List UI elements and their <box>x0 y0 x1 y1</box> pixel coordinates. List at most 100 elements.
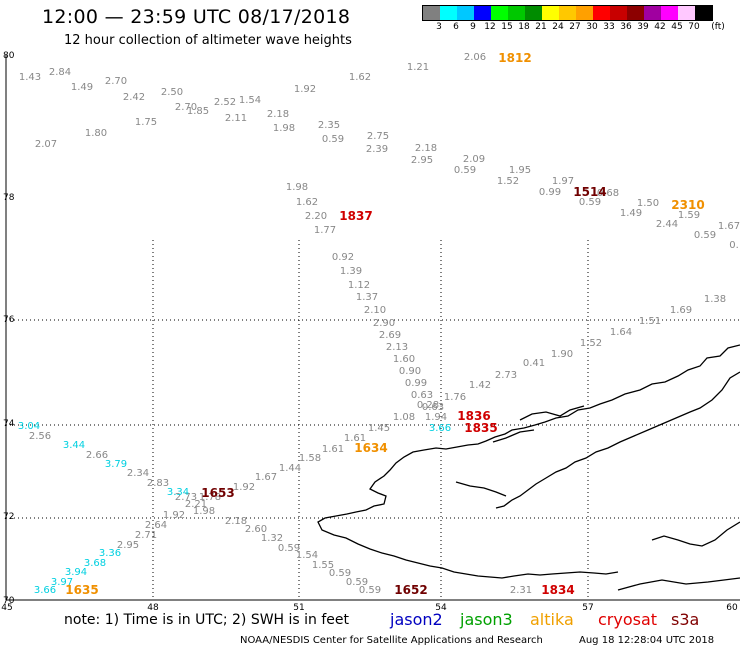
wave-height-value: 1.64 <box>610 327 632 338</box>
wave-height-value: 2.90 <box>373 318 395 329</box>
wave-height-value: 3.97 <box>51 577 73 588</box>
wave-height-value: 2.07 <box>35 139 57 150</box>
wave-height-value: 2.70 <box>175 102 197 113</box>
wave-height-value: 1.67 <box>718 221 740 232</box>
latitude-label: 74 <box>3 419 15 429</box>
legend-swatch <box>423 6 440 20</box>
pass-time-label: 1653 <box>201 486 234 500</box>
wave-height-value: 1.80 <box>85 128 107 139</box>
wave-height-value: 3.66 <box>429 423 451 434</box>
wave-height-value: 1.58 <box>299 453 321 464</box>
color-legend: 3 6 9 12 15 18 21 24 27 30 33 36 39 42 45 70 (ft) <box>422 5 725 33</box>
wave-height-value: 1.60 <box>393 354 415 365</box>
wave-height-value: 2.42 <box>123 92 145 103</box>
wave-height-value: 2.71 <box>135 530 157 541</box>
wave-height-value: 2.18 <box>225 516 247 527</box>
wave-height-value: 2.18 <box>415 143 437 154</box>
wave-height-value: 2.18 <box>267 109 289 120</box>
wave-height-value: 1.76 <box>444 392 466 403</box>
wave-height-value: 1.67 <box>255 472 277 483</box>
generated-timestamp: Aug 18 12:28:04 UTC 2018 <box>579 635 715 646</box>
wave-height-value: 2.83 <box>147 478 169 489</box>
wave-height-value: 0.92 <box>332 252 354 263</box>
legend-label: 12 <box>484 22 496 32</box>
wave-height-value: 1.95 <box>509 165 531 176</box>
longitude-label: 51 <box>293 603 304 613</box>
wave-height-value: 1.78 <box>199 492 221 503</box>
mission-label-jason2: jason2 <box>390 610 443 629</box>
longitude-label: 48 <box>147 603 159 613</box>
wave-height-value: 0.41 <box>523 358 545 369</box>
legend-swatch <box>593 6 610 20</box>
legend-swatch <box>576 6 593 20</box>
pass-time-label: 1635 <box>65 583 98 597</box>
longitude-label: 60 <box>726 603 738 613</box>
wave-height-value: 0.59 <box>322 134 344 145</box>
wave-height-value: 1.69 <box>670 305 692 316</box>
legend-swatch <box>542 6 559 20</box>
legend-label: 3 <box>436 22 442 32</box>
wave-height-value: 1.39 <box>340 266 362 277</box>
legend-label-row: 3 6 9 12 15 18 21 24 27 30 33 36 39 42 45 70 (ft) <box>422 21 725 33</box>
legend-label: 33 <box>603 22 615 32</box>
pass-time-label: 1836 <box>457 409 490 423</box>
wave-height-value: 1.98 <box>193 506 215 517</box>
latitude-label: 72 <box>3 512 14 522</box>
wave-height-value: 2.95 <box>117 540 139 551</box>
wave-height-value: 2.73 <box>495 370 517 381</box>
legend-label: 30 <box>586 22 598 32</box>
wave-height-value: 1.12 <box>348 280 370 291</box>
wave-height-value: 1.42 <box>469 380 491 391</box>
wave-height-value: 2.75 <box>367 131 389 142</box>
legend-swatch <box>695 6 712 20</box>
legend-swatch <box>474 6 491 20</box>
legend-swatch <box>627 6 644 20</box>
wave-height-value: 3.34 <box>167 487 189 498</box>
wave-height-value: 2.70 <box>105 76 127 87</box>
wave-height-value: 1.54 <box>239 95 261 106</box>
wave-height-value: 1.75 <box>135 117 157 128</box>
credit-line: NOAA/NESDIS Center for Satellite Applica… <box>240 635 543 646</box>
wave-height-value: 1.08 <box>393 412 415 423</box>
coastline <box>317 344 740 591</box>
wave-height-value: 0. <box>729 240 739 251</box>
wave-height-value: 2.35 <box>318 120 340 131</box>
legend-color-bar <box>422 5 713 21</box>
wave-height-value: 0.90 <box>399 366 421 377</box>
wave-height-value: 1.94 <box>425 412 447 423</box>
legend-label: 21 <box>535 22 547 32</box>
wave-height-value: 0.63 <box>422 402 444 413</box>
wave-height-value: 2.13 <box>386 342 408 353</box>
wave-height-value: 1.49 <box>620 208 642 219</box>
wave-height-value: 2.50 <box>161 87 183 98</box>
footer-note: note: 1) Time is in UTC; 2) SWH is in fe… <box>64 612 350 628</box>
wave-height-value: 0.59 <box>359 585 381 596</box>
legend-swatch <box>661 6 678 20</box>
latitude-label: 70 <box>3 596 15 606</box>
legend-label: 18 <box>518 22 530 32</box>
legend-swatch <box>491 6 508 20</box>
wave-height-value: 2.21 <box>185 499 207 510</box>
pass-time-label: 1812 <box>498 51 531 65</box>
legend-label: 27 <box>569 22 581 32</box>
legend-swatch <box>678 6 695 20</box>
longitude-label: 57 <box>582 603 593 613</box>
wave-height-value: 2.66 <box>86 450 108 461</box>
legend-label: 15 <box>501 22 513 32</box>
wave-height-value: 2.11 <box>225 113 247 124</box>
mission-label-s3a: s3a <box>671 610 700 629</box>
pass-time-label: 1834 <box>541 583 574 597</box>
wave-height-value: 1.97 <box>552 176 574 187</box>
wave-height-value: 3.04 <box>18 421 40 432</box>
wave-height-value: 3.68 <box>84 558 106 569</box>
legend-swatch <box>525 6 542 20</box>
wave-height-value: 1.54 <box>296 550 318 561</box>
wave-height-value: 1.37 <box>356 292 378 303</box>
wave-height-value: 1.55 <box>312 560 334 571</box>
wave-height-value: 0.59 <box>454 165 476 176</box>
wave-height-value: 1.92 <box>163 510 185 521</box>
pass-time-label: 1837 <box>339 209 372 223</box>
legend-label: 9 <box>470 22 476 32</box>
